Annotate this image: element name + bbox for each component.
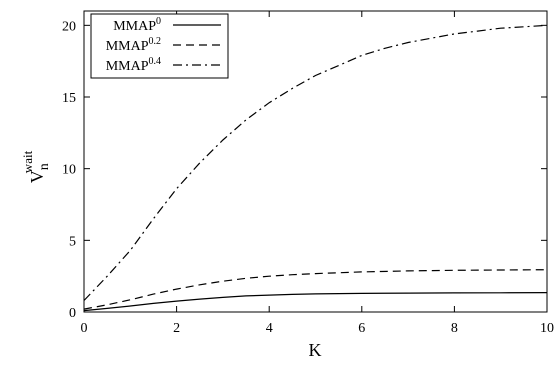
y-tick-label: 15 <box>62 91 76 106</box>
x-tick-label: 0 <box>81 321 88 336</box>
y-axis-label: Vnwait <box>20 150 52 183</box>
y-axis-label-sub: n <box>37 163 52 170</box>
axis-labels: K Vnwait <box>20 150 322 360</box>
legend-label-name: MMAP <box>113 19 156 34</box>
y-tick-label: 0 <box>69 306 76 321</box>
legend-label-sup: 0.4 <box>149 56 162 67</box>
y-tick-label: 10 <box>62 163 76 178</box>
x-tick-label: 10 <box>540 321 554 336</box>
legend-label-sup: 0 <box>156 16 161 27</box>
legend-label-sup: 0.2 <box>149 36 162 47</box>
x-axis-label: K <box>309 340 322 360</box>
y-tick-label: 5 <box>69 234 76 249</box>
x-tick-label: 2 <box>173 321 180 336</box>
series-line-solid <box>84 293 547 311</box>
x-tick-label: 8 <box>451 321 458 336</box>
y-axis-label-sup: wait <box>20 150 35 173</box>
legend-label-name: MMAP <box>106 39 149 54</box>
y-tick-label: 20 <box>62 19 76 34</box>
x-tick-label: 6 <box>358 321 365 336</box>
legend-label-name: MMAP <box>106 59 149 74</box>
x-tick-label: 4 <box>266 321 273 336</box>
legend-label: MMAP0 <box>113 16 161 34</box>
